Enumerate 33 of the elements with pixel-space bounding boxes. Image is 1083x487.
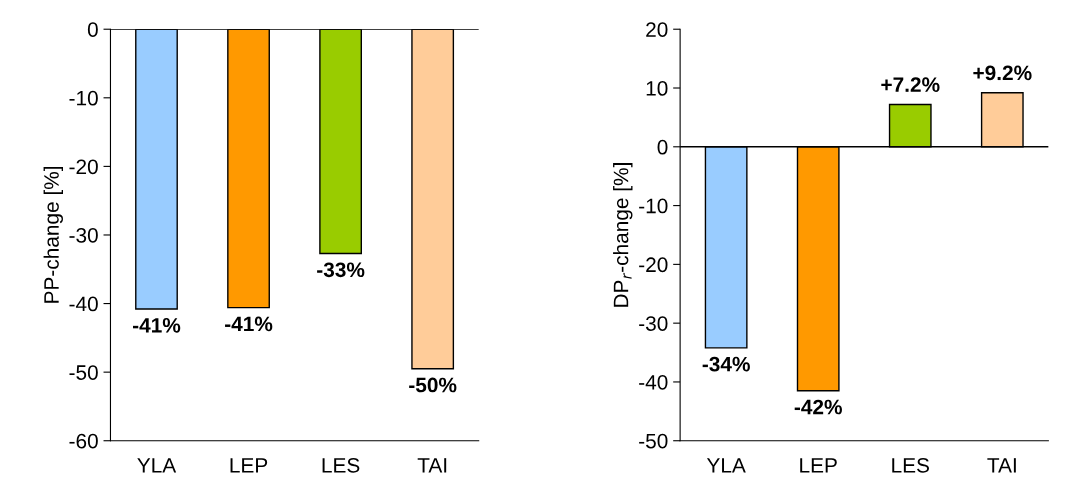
x-tick-label: TAI — [987, 458, 1016, 473]
x-tick-label: TAI — [417, 458, 447, 473]
data-label: -33% — [317, 262, 365, 278]
y-axis-title: DP$_{r}$-change [%] — [613, 163, 633, 307]
x-tick-label: YLA — [137, 458, 177, 473]
y-tick-label: -20 — [639, 257, 668, 273]
x-tick-label: LES — [892, 457, 929, 473]
data-label: +9.2% — [973, 65, 1032, 81]
y-tick-label: -50 — [69, 365, 98, 380]
x-tick-label: YLA — [706, 458, 746, 473]
data-label: -41% — [132, 317, 181, 333]
x-tick-label: LEP — [800, 458, 837, 473]
y-axis-title: PP-change [%] — [43, 166, 63, 303]
data-label: +7.2% — [881, 77, 940, 92]
y-tick-label: 20 — [646, 22, 668, 37]
y-tick-label: -30 — [639, 316, 668, 331]
y-tick-label: -20 — [69, 159, 98, 175]
x-tick-label: LES — [322, 457, 360, 473]
y-tick-label: -10 — [69, 90, 98, 106]
data-label: -34% — [702, 356, 750, 372]
y-tick-label: -30 — [69, 227, 98, 243]
y-tick-label: 0 — [87, 22, 98, 37]
y-tick-label: -10 — [639, 198, 668, 214]
data-label: -50% — [409, 377, 457, 393]
y-tick-label: -50 — [639, 433, 668, 449]
y-tick-label: -60 — [69, 433, 98, 449]
x-tick-label: LEP — [230, 458, 268, 473]
y-tick-label: -40 — [639, 374, 668, 390]
data-label: -42% — [794, 399, 842, 415]
y-tick-label: 0 — [657, 139, 668, 155]
y-tick-label: -40 — [69, 296, 98, 312]
y-tick-label: 10 — [646, 81, 668, 96]
data-label: -41% — [225, 316, 273, 332]
